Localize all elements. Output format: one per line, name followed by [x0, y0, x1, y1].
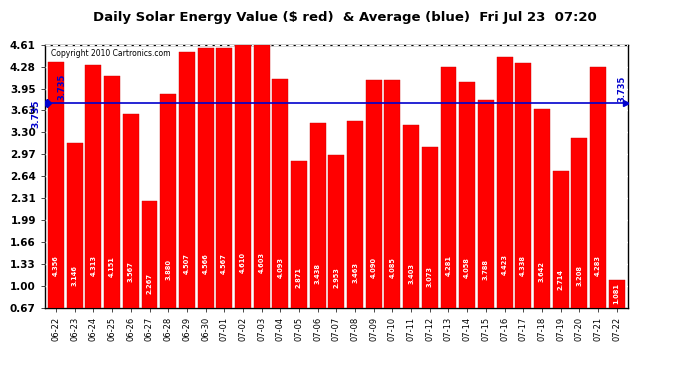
Text: 4.338: 4.338: [520, 255, 526, 276]
Bar: [141, 201, 157, 308]
Bar: [67, 142, 83, 308]
Text: 3.403: 3.403: [408, 263, 414, 284]
Bar: [86, 65, 101, 308]
Text: 4.151: 4.151: [109, 256, 115, 278]
Text: 4.085: 4.085: [389, 257, 395, 278]
Text: 4.281: 4.281: [446, 255, 451, 276]
Text: 3.146: 3.146: [72, 265, 78, 286]
Text: 3.880: 3.880: [165, 259, 171, 280]
Bar: [328, 155, 344, 308]
Bar: [460, 82, 475, 308]
Text: 3.438: 3.438: [315, 262, 321, 284]
Bar: [571, 138, 587, 308]
Bar: [422, 147, 437, 308]
Text: 1.081: 1.081: [613, 283, 620, 304]
Text: 4.507: 4.507: [184, 254, 190, 274]
Bar: [197, 48, 213, 308]
Text: 4.283: 4.283: [595, 255, 601, 276]
Bar: [534, 110, 550, 308]
Text: 2.871: 2.871: [296, 267, 302, 288]
Bar: [179, 52, 195, 308]
Bar: [497, 57, 513, 308]
Bar: [553, 171, 569, 308]
Text: 4.603: 4.603: [259, 252, 265, 273]
Text: 4.058: 4.058: [464, 257, 470, 278]
Bar: [609, 280, 624, 308]
Bar: [48, 62, 64, 308]
Bar: [216, 48, 233, 308]
Text: 3.073: 3.073: [427, 266, 433, 286]
Text: 4.423: 4.423: [502, 254, 508, 275]
Bar: [104, 76, 120, 307]
Text: 2.953: 2.953: [333, 267, 339, 288]
Text: 3.567: 3.567: [128, 261, 134, 282]
Text: Daily Solar Energy Value ($ red)  & Average (blue)  Fri Jul 23  07:20: Daily Solar Energy Value ($ red) & Avera…: [93, 11, 597, 24]
Text: 4.093: 4.093: [277, 257, 284, 278]
Bar: [384, 80, 400, 308]
Text: 2.714: 2.714: [558, 269, 564, 290]
Bar: [403, 125, 419, 308]
Text: Copyright 2010 Cartronics.com: Copyright 2010 Cartronics.com: [50, 49, 170, 58]
Text: 3.642: 3.642: [539, 261, 545, 282]
Text: 4.567: 4.567: [221, 253, 227, 274]
Text: 3.208: 3.208: [576, 264, 582, 285]
Text: 4.090: 4.090: [371, 257, 377, 278]
Bar: [478, 100, 494, 308]
Bar: [254, 45, 270, 308]
Bar: [310, 123, 326, 308]
Text: 4.566: 4.566: [203, 253, 208, 274]
Bar: [123, 114, 139, 308]
Bar: [440, 67, 457, 308]
Bar: [273, 80, 288, 308]
Text: 2.267: 2.267: [146, 273, 152, 294]
Text: 3.463: 3.463: [352, 262, 358, 283]
Text: 3.735: 3.735: [57, 74, 66, 100]
Bar: [366, 80, 382, 308]
Bar: [235, 45, 251, 308]
Text: 4.610: 4.610: [240, 252, 246, 273]
Bar: [160, 94, 176, 308]
Bar: [515, 63, 531, 308]
Bar: [291, 161, 307, 308]
Text: 4.313: 4.313: [90, 255, 97, 276]
Text: 3.735: 3.735: [618, 76, 627, 102]
Bar: [347, 122, 363, 308]
Bar: [590, 67, 606, 308]
Text: 4.356: 4.356: [53, 255, 59, 276]
Text: 3.788: 3.788: [483, 260, 489, 280]
